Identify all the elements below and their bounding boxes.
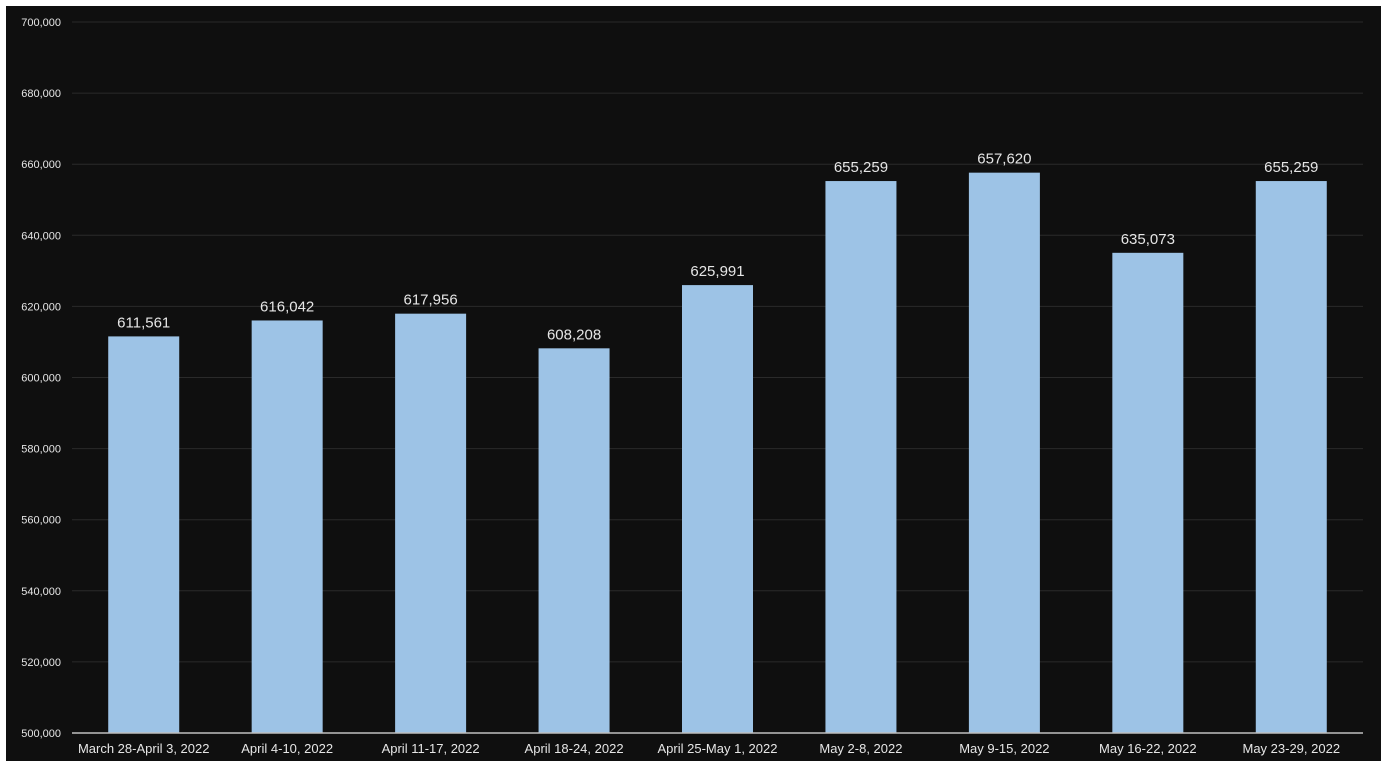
y-tick-label: 580,000 (21, 444, 61, 456)
bar (968, 172, 1040, 734)
y-tick-label: 680,000 (21, 88, 61, 100)
data-label: 635,073 (1121, 231, 1175, 248)
bar (108, 336, 180, 733)
x-category-label: May 23-29, 2022 (1242, 741, 1340, 756)
chart-frame: 500,000 520,000 540,000 560,000 580,000 600,0… (6, 6, 1381, 761)
data-label: 655,259 (834, 159, 888, 176)
data-label: 657,620 (977, 151, 1031, 168)
y-tick-label: 520,000 (21, 657, 61, 669)
bar (538, 348, 610, 733)
x-category-label: April 25-May 1, 2022 (658, 741, 778, 756)
y-tick-label: 540,000 (21, 586, 61, 598)
bar (682, 285, 753, 733)
y-tick-label: 560,000 (21, 515, 61, 527)
labels: 500,000 520,000 540,000 560,000 580,000 600,0… (21, 17, 1340, 756)
data-label: 655,259 (1264, 159, 1318, 176)
x-category-label: May 2-8, 2022 (819, 741, 902, 756)
bar (251, 320, 323, 733)
y-tick-label: 640,000 (21, 230, 61, 242)
data-label: 611,561 (117, 314, 170, 331)
bar-chart: 500,000 520,000 540,000 560,000 580,000 600,0… (21, 17, 1363, 756)
y-tick-label: 620,000 (21, 301, 61, 313)
y-tick-label: 660,000 (21, 159, 61, 171)
data-label: 625,991 (690, 263, 744, 280)
x-category-label: May 9-15, 2022 (959, 741, 1049, 756)
bar (1112, 252, 1184, 733)
y-tick-label: 600,000 (21, 373, 61, 385)
bars (108, 172, 1327, 734)
x-category-label: April 18-24, 2022 (525, 741, 624, 756)
data-label: 608,208 (547, 326, 601, 343)
data-label: 617,956 (403, 292, 457, 309)
y-tick-label: 700,000 (21, 17, 61, 29)
y-tick-label: 500,000 (21, 728, 61, 740)
x-category-label: May 16-22, 2022 (1099, 741, 1197, 756)
x-category-label: April 4-10, 2022 (241, 741, 333, 756)
bar (395, 313, 467, 733)
bar (1255, 181, 1327, 733)
x-category-label: April 11-17, 2022 (382, 741, 480, 756)
bar (825, 181, 897, 733)
data-label: 616,042 (260, 298, 314, 315)
x-category-label: March 28-April 3, 2022 (78, 741, 210, 756)
